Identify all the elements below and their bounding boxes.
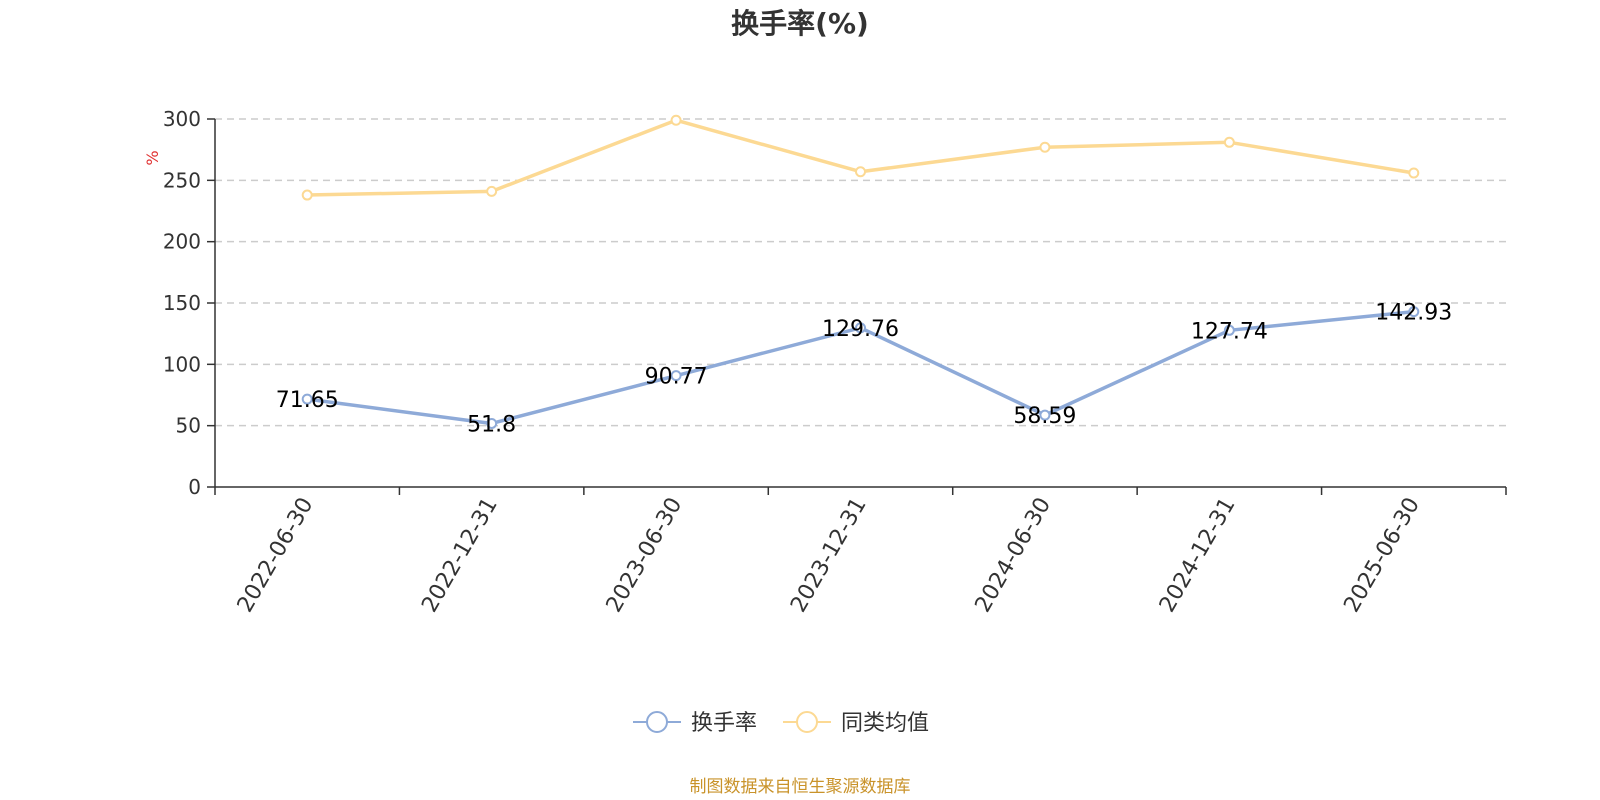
series-line [307,118,1415,197]
legend-label[interactable]: 换手率 [691,711,757,736]
series-layer [301,114,1420,429]
data-point[interactable] [670,114,682,126]
data-point[interactable] [670,370,682,382]
x-tick-label: 2024-12-31 [1155,494,1241,617]
data-point[interactable] [1039,141,1051,153]
legend-swatch-marker [796,711,818,733]
y-tick-label: 50 [176,414,201,438]
y-tick-label: 200 [163,230,201,254]
chart-title: 换手率(%) [731,7,869,40]
data-point[interactable] [1408,306,1420,318]
x-tick-label: 2022-06-30 [233,494,319,617]
y-axis-unit-label: % [143,150,162,165]
data-point[interactable] [855,322,866,334]
x-tick-label: 2022-12-31 [417,493,503,616]
grid-lines [215,118,1506,427]
data-point[interactable] [1223,324,1235,336]
source-note: 制图数据来自恒生聚源数据库 [690,777,911,797]
data-label: 51.8 [467,412,516,437]
y-tick-label: 0 [188,475,201,499]
data-label: 90.77 [645,365,708,390]
y-tick-label: 300 [163,107,201,131]
x-tick-label: 2023-06-30 [602,494,688,617]
legend-swatch-marker [646,711,668,733]
data-point[interactable] [301,393,313,405]
data-point[interactable] [486,417,498,429]
x-tick-label: 2024-06-30 [971,494,1057,617]
data-point[interactable] [1223,136,1235,148]
data-point[interactable] [855,166,866,178]
data-label: 129.76 [822,317,899,342]
data-label: 127.74 [1191,319,1268,344]
data-label: 142.93 [1375,301,1452,326]
legend-label[interactable]: 同类均值 [841,711,929,736]
data-point[interactable] [1039,409,1051,421]
axes: 0 50 100 150 200 250 300 2022-06-30 2022-12-31 20… [163,107,1507,617]
y-tick-label: 100 [163,352,201,376]
y-tick-label: 150 [163,291,201,315]
data-point[interactable] [486,185,498,197]
data-label: 71.65 [276,388,339,413]
data-point[interactable] [1408,167,1420,179]
data-point[interactable] [301,189,313,201]
x-tick-label: 2023-12-31 [786,494,872,617]
data-labels: 71.65 51.8 90.77 129.76 58.59 127.74 142.93 [276,301,1453,438]
data-label: 58.59 [1013,404,1076,429]
x-tick-label: 2025-06-30 [1339,494,1425,617]
legend[interactable]: 换手率 同类均值 [633,711,929,736]
y-tick-label: 250 [163,168,201,192]
